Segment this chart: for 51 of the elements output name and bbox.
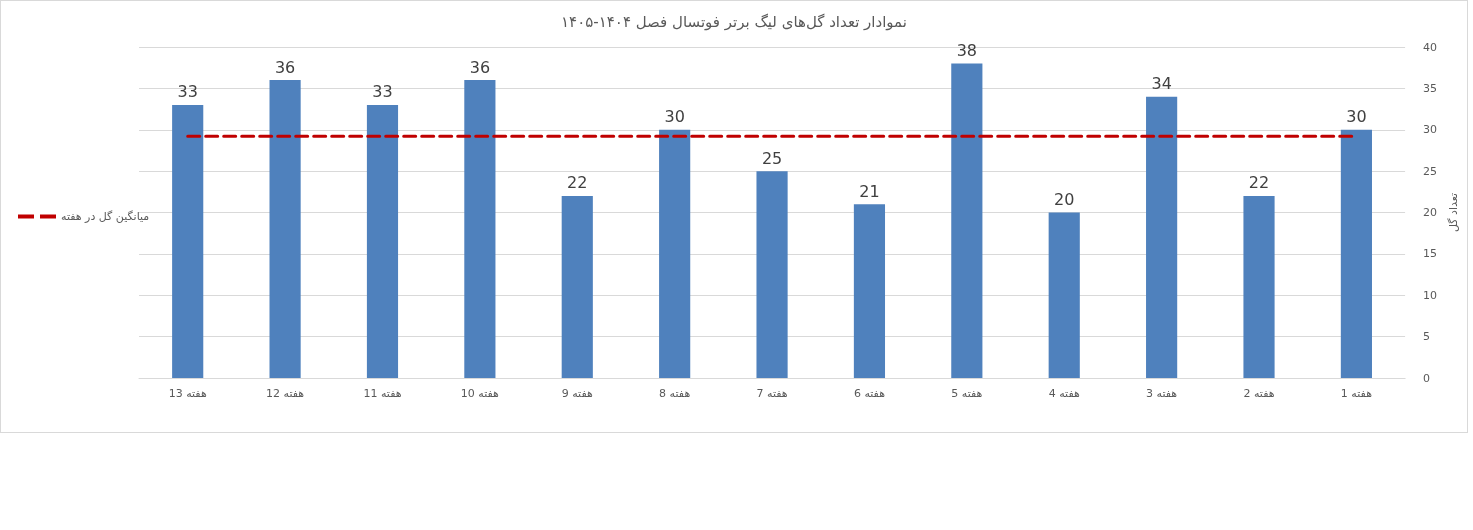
y-tick-label: 5 [1423,330,1431,344]
y-tick-label: 15 [1423,247,1438,261]
y-tick-label: 35 [1423,81,1438,95]
data-label: 38 [956,41,978,61]
data-label: 30 [1346,107,1367,127]
data-label: 22 [567,173,588,193]
data-label: 33 [177,82,198,102]
bar [1243,195,1275,378]
x-tick-label: هفته 6 [853,387,886,400]
data-label: 36 [274,57,296,77]
bar [1340,129,1372,378]
x-tick-label: هفته 3 [1146,387,1178,400]
x-tick-label: هفته 7 [756,387,788,400]
y-tick-label: 40 [1423,40,1438,54]
chart-title: نموادار تعداد گل‌های لیگ برتر فوتسال فصل ۱۴۰۴-۱۴۰۵ [561,12,907,31]
bar [853,204,886,378]
bar [756,171,788,378]
y-tick-label: 10 [1423,288,1438,302]
x-tick-label: هفته 9 [561,387,593,400]
x-tick-label: هفته 8 [659,387,691,400]
y-tick-label: 0 [1423,371,1431,385]
y-tick-label: 20 [1423,206,1438,219]
y-tick-label: 30 [1423,123,1438,137]
data-label: 20 [1054,190,1075,209]
legend-label: میانگین گل در هفته [61,210,150,223]
data-label: 25 [761,148,783,168]
x-tick-label: هفته 2 [1243,387,1275,400]
x-tick-label: هفته 12 [266,387,305,400]
data-label: 34 [1151,74,1172,94]
x-tick-label: هفته 5 [951,387,983,400]
bar [1146,96,1178,378]
x-tick-label: هفته 11 [363,387,402,400]
bar [659,129,691,378]
bar [561,195,593,378]
data-label: 22 [1248,173,1270,193]
y-tick-label: 25 [1423,164,1438,178]
x-tick-label: هفته 10 [460,387,500,400]
bar [1048,212,1080,378]
bar [366,104,399,378]
data-label: 30 [664,107,685,127]
data-label: 21 [859,181,880,201]
bar [951,63,983,378]
x-tick-label: هفته 13 [168,387,207,400]
bar [464,80,496,378]
x-tick-label: هفته 1 [1340,387,1373,400]
data-label: 36 [469,57,491,77]
bar [269,80,301,378]
data-label: 33 [372,82,393,102]
bar [172,104,204,378]
x-tick-label: هفته 4 [1048,387,1080,400]
y-axis-title: تعداد گل [1447,192,1460,233]
